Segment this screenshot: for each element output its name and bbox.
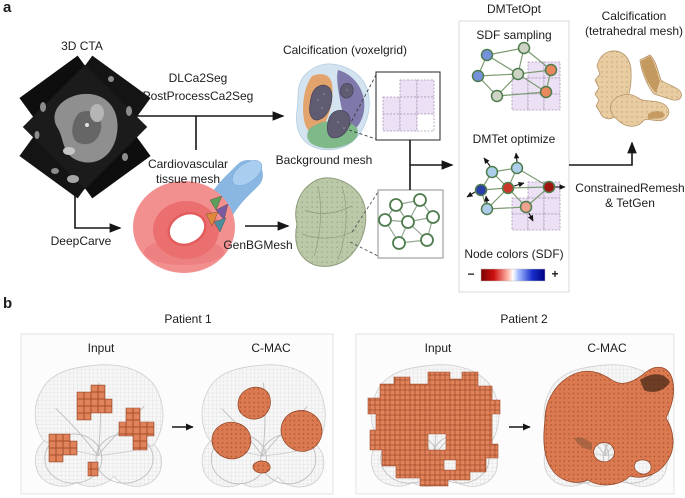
node-colors-label: Node colors (SDF) <box>464 247 564 261</box>
colorbar-min-label: − <box>467 267 475 281</box>
seg-arrow-label-2: PostProcessCa2Seg <box>142 89 254 103</box>
deepcarve-label: DeepCarve <box>50 234 112 248</box>
sdf-sampling-graph <box>471 41 561 111</box>
background-mesh-image <box>295 177 379 267</box>
p2-input-image <box>367 364 501 487</box>
calcification-tet-title-1: Calcification <box>601 9 667 23</box>
remesh-label-1: ConstrainedRemesh <box>575 181 685 195</box>
patient1-cmac-label: C-MAC <box>251 341 291 355</box>
background-mesh-title: Background mesh <box>275 153 373 167</box>
cardio-mesh-title-1: Cardiovascular <box>147 157 229 171</box>
cardio-mesh-image <box>133 160 263 273</box>
calcification-voxelgrid-title: Calcification (voxelgrid) <box>282 43 408 57</box>
deepcarve-arrow <box>74 186 122 233</box>
dmtetopt-title: DMTetOpt <box>486 2 541 16</box>
patient2-input-label: Input <box>424 341 452 355</box>
calcification-voxelgrid-image <box>296 63 377 151</box>
cta-volume-image <box>19 55 151 199</box>
patient1-input-label: Input <box>87 341 115 355</box>
genbgmesh-label: GenBGMesh <box>223 238 293 252</box>
remesh-label-2: & TetGen <box>605 196 655 210</box>
cardio-mesh-title-2: tissue mesh <box>155 172 221 186</box>
seg-arrow-label-1: DLCa2Seg <box>168 71 228 85</box>
sdf-colorbar <box>480 268 546 282</box>
patient2-title: Patient 2 <box>500 312 548 326</box>
bgmesh-inset <box>377 189 444 259</box>
cta-title: 3D CTA <box>61 39 103 53</box>
calcification-tet-title-2: (tetrahedral mesh) <box>584 24 684 38</box>
segmentation-arrow <box>134 111 285 150</box>
pipeline-connector-arrow <box>409 140 454 190</box>
voxelgrid-inset <box>375 71 441 141</box>
panel-a-label: a <box>3 0 12 16</box>
p1-input-image <box>34 364 164 487</box>
colorbar-max-label: + <box>551 267 559 281</box>
dmtet-optimize-graph <box>466 152 566 231</box>
sdf-sampling-label: SDF sampling <box>476 28 552 42</box>
panel-b-label: b <box>3 295 13 312</box>
dmtet-optimize-label: DMTet optimize <box>472 132 556 146</box>
calcification-tet-image <box>594 50 682 127</box>
remesh-arrow <box>569 141 637 166</box>
patient1-title: Patient 1 <box>164 312 212 326</box>
p2-cmac-image <box>543 364 674 487</box>
patient2-cmac-label: C-MAC <box>587 341 627 355</box>
p1-cmac-image <box>201 364 326 488</box>
